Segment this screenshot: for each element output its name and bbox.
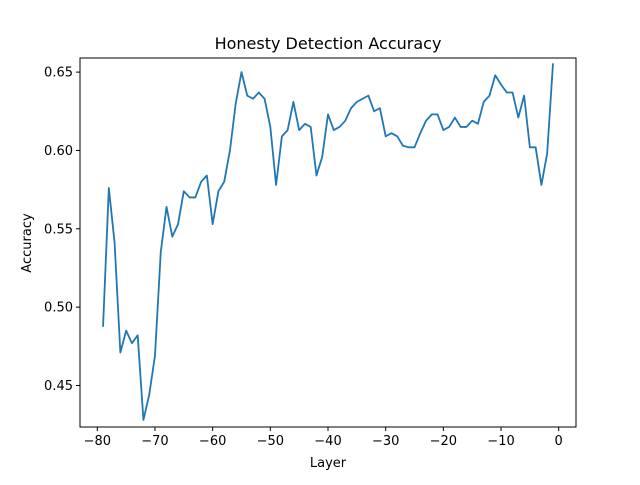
- y-axis-ticks: 0.45 0.50 0.55 0.60 0.65: [44, 66, 80, 394]
- x-tick-label: 0: [555, 434, 563, 449]
- x-tick-label: −10: [487, 434, 514, 449]
- y-tick-label: 0.50: [44, 301, 73, 316]
- y-tick-label: 0.45: [44, 379, 73, 394]
- plot-area: [102, 63, 554, 421]
- x-tick-label: −60: [199, 434, 226, 449]
- x-tick-label: −20: [430, 434, 457, 449]
- x-tick-label: −80: [84, 434, 111, 449]
- chart-title: Honesty Detection Accuracy: [215, 34, 442, 53]
- series-line: [102, 63, 554, 421]
- y-axis-label: Accuracy: [20, 213, 35, 273]
- y-tick-label: 0.60: [44, 144, 73, 159]
- x-tick-label: −50: [257, 434, 284, 449]
- x-axis-label: Layer: [310, 456, 347, 471]
- x-tick-label: −40: [314, 434, 341, 449]
- y-tick-label: 0.65: [44, 66, 73, 81]
- x-tick-label: −30: [372, 434, 399, 449]
- x-axis-ticks: −80 −70 −60 −50 −40 −30 −20 −10 0: [84, 427, 563, 449]
- x-tick-label: −70: [141, 434, 168, 449]
- axes-frame: [79, 57, 577, 428]
- y-tick-label: 0.55: [44, 222, 73, 237]
